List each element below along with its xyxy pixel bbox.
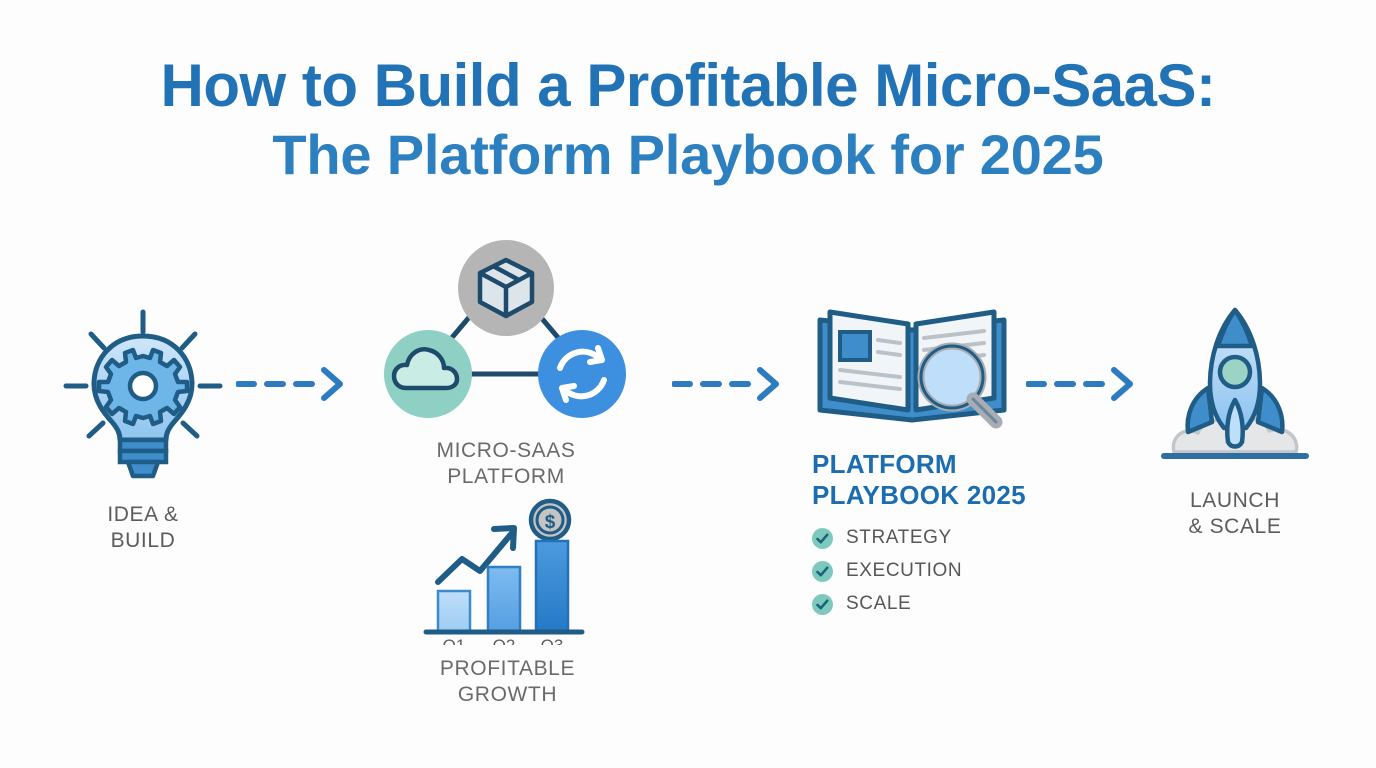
bar-chart-growth-icon: $ Q1 Q2 Q3 (423, 498, 585, 655)
svg-text:$: $ (545, 512, 556, 533)
svg-text:Q2: Q2 (493, 636, 516, 645)
checklist-label-strategy: STRATEGY (846, 527, 952, 549)
check-circle-icon (812, 593, 833, 615)
check-circle-icon (812, 527, 833, 549)
title-line-2: The Platform Playbook for 2025 (272, 123, 1104, 187)
open-book-magnifier-icon (817, 309, 1007, 429)
checklist-item-execution: EXECUTION (812, 557, 1052, 585)
stage-platform-playbook: PLATFORM PLAYBOOK 2025 STRATEGY EXECUTIO… (812, 292, 1052, 623)
title-line-1: How to Build a Profitable Micro-SaaS: (160, 52, 1216, 119)
checklist-label-scale: SCALE (846, 593, 912, 615)
page-title: How to Build a Profitable Micro-SaaS: Th… (0, 52, 1376, 188)
playbook-checklist: STRATEGY EXECUTION SCALE (812, 524, 1052, 618)
checklist-label-execution: EXECUTION (846, 560, 963, 582)
lightbulb-gear-icon (63, 309, 223, 479)
checklist-item-scale: SCALE (812, 590, 1052, 618)
checklist-item-strategy: STRATEGY (812, 524, 1052, 552)
sync-node-circle (538, 330, 626, 418)
growth-label: PROFITABLE GROWTH (439, 657, 576, 707)
platform-network-icon (384, 240, 626, 418)
svg-text:Q1: Q1 (443, 636, 466, 645)
stage-micro-saas-platform: MICRO-SAAS PLATFORM (370, 240, 642, 491)
growth-chart-block: $ Q1 Q2 Q3 PROFITABLE GROWTH (400, 495, 615, 709)
stage-idea-build-label: IDEA & BUILD (107, 503, 179, 553)
stage-launch-scale: LAUNCH & SCALE (1140, 300, 1330, 541)
stage-idea-build: IDEA & BUILD (48, 300, 238, 555)
rocket-icon (1161, 307, 1309, 459)
connector-arrow-2 (671, 366, 790, 407)
connector-arrow-1 (235, 366, 354, 407)
svg-text:Q3: Q3 (541, 636, 564, 645)
stage-launch-scale-label: LAUNCH & SCALE (1188, 489, 1282, 539)
connector-arrow-3 (1025, 366, 1144, 407)
check-circle-icon (812, 560, 833, 582)
platform-label: MICRO-SAAS PLATFORM (436, 439, 576, 489)
playbook-heading: PLATFORM PLAYBOOK 2025 (812, 449, 1026, 510)
